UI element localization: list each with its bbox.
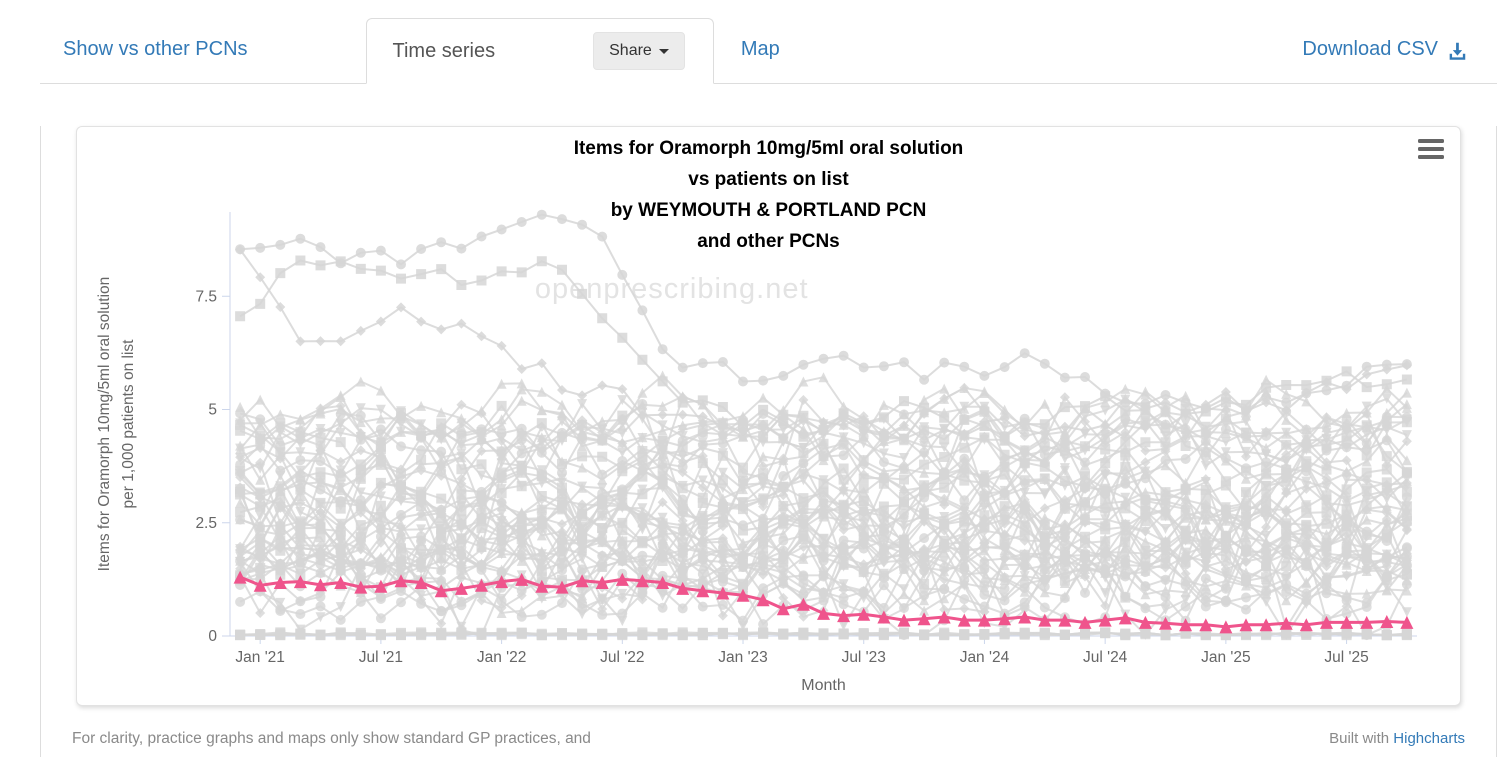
- menu-bar: [1418, 155, 1444, 159]
- tab-content-panel: Items for Oramorph 10mg/5ml oral solutio…: [40, 126, 1497, 757]
- tab-show-vs-other-pcns[interactable]: Show vs other PCNs: [63, 38, 248, 60]
- tab-time-series-label: Time series: [392, 39, 496, 62]
- menu-bar: [1418, 139, 1444, 143]
- caret-down-icon: [658, 48, 669, 54]
- x-tick-label: Jul '22: [600, 649, 644, 666]
- other-pcn-series-markers: [235, 627, 1412, 641]
- x-tick-label: Jan '25: [1201, 649, 1251, 666]
- other-pcn-series-markers: [235, 400, 1412, 485]
- highcharts-link[interactable]: Highcharts: [1393, 730, 1465, 747]
- chart-plot: 0 2.5 5 7.5 Jan '21 Jul '21 Jan '22 Jul '22 Jan …: [96, 209, 1417, 694]
- x-tick-label: Jul '25: [1324, 649, 1368, 666]
- chart-card: Items for Oramorph 10mg/5ml oral solutio…: [76, 126, 1461, 706]
- other-pcn-series-markers: [235, 504, 1412, 580]
- other-pcn-outlier-series-line: [239, 249, 1408, 441]
- y-tick-label: 7.5: [195, 288, 217, 305]
- download-icon: [1449, 42, 1466, 60]
- other-pcn-series-markers: [235, 510, 1412, 603]
- x-tick-label: Jan '21: [235, 649, 285, 666]
- share-button-label: Share: [609, 42, 652, 59]
- highcharts-credit: Built with Highcharts: [1329, 730, 1465, 747]
- tab-time-series[interactable]: Time series Share: [365, 18, 714, 84]
- y-axis-title: Items for Oramorph 10mg/5ml oral solutio…: [96, 277, 113, 572]
- share-button[interactable]: Share: [593, 32, 685, 70]
- tab-bar: Show vs other PCNs Time series Share Map…: [0, 0, 1506, 84]
- built-with-text: Built with: [1329, 730, 1390, 747]
- x-axis-title: Month: [801, 677, 845, 694]
- x-tick-label: Jul '24: [1083, 649, 1128, 666]
- x-tick-label: Jan '23: [718, 649, 768, 666]
- y-tick-label: 2.5: [195, 515, 217, 532]
- x-tick-label: Jul '23: [842, 649, 886, 666]
- y-axis-title: per 1,000 patients on list: [120, 339, 137, 509]
- x-tick-label: Jan '22: [477, 649, 527, 666]
- other-pcn-series-markers: [235, 465, 1412, 535]
- other-pcn-series-markers: [235, 424, 1412, 499]
- other-pcn-series-markers: [235, 411, 1412, 461]
- x-tick-label: Jul '21: [359, 649, 403, 666]
- other-pcn-series-markers: [235, 431, 1412, 519]
- clarity-footnote: For clarity, practice graphs and maps on…: [72, 730, 591, 747]
- y-tick-label: 0: [208, 628, 217, 645]
- menu-bar: [1418, 147, 1444, 151]
- other-pcn-series-markers: [235, 460, 1412, 534]
- download-csv-label: Download CSV: [1302, 38, 1438, 60]
- x-tick-label: Jan '24: [960, 649, 1010, 666]
- chart-title: Items for Oramorph 10mg/5ml oral solutio…: [573, 138, 964, 252]
- chart-context-menu-button[interactable]: [1418, 137, 1446, 161]
- y-tick-label: 5: [208, 402, 217, 419]
- tab-map[interactable]: Map: [740, 38, 780, 60]
- other-pcn-series-markers: [235, 532, 1412, 626]
- other-pcn-series-markers: [235, 505, 1412, 626]
- download-csv-link[interactable]: Download CSV: [1302, 38, 1468, 62]
